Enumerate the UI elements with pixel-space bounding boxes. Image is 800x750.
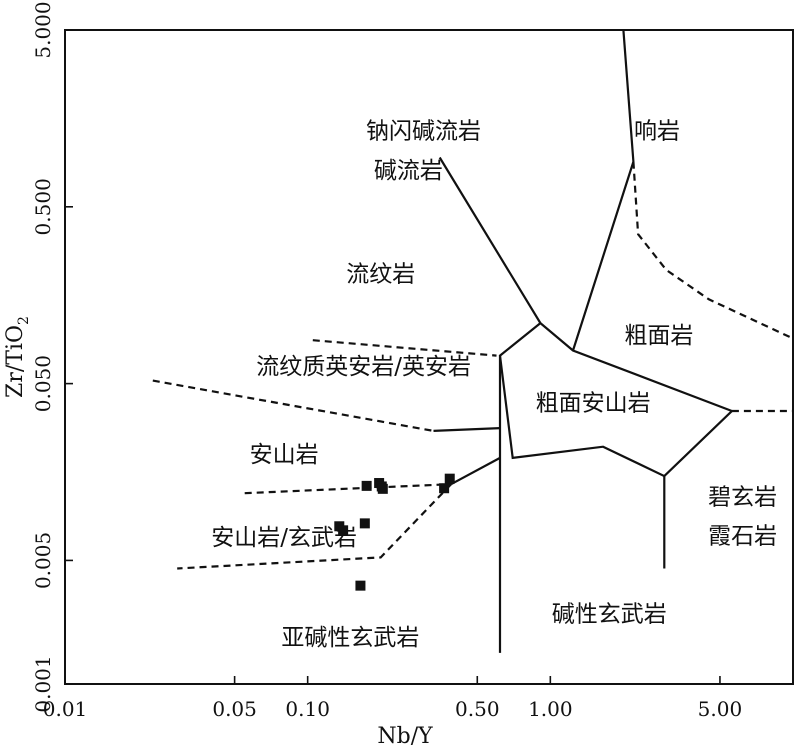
boundary-line-8 bbox=[152, 379, 434, 432]
y-tick-label: 0.500 bbox=[31, 178, 55, 235]
boundary-line-10 bbox=[244, 483, 452, 495]
sample-points bbox=[334, 473, 455, 591]
field-label: 流纹岩 bbox=[346, 261, 415, 287]
field-label: 安山岩/玄武岩 bbox=[211, 525, 357, 551]
field-label: 钠闪碱流岩 bbox=[366, 119, 481, 145]
field-label: 霞石岩 bbox=[708, 524, 777, 550]
x-tick-label: 0.01 bbox=[43, 697, 88, 721]
x-tick-label: 0.05 bbox=[212, 697, 257, 721]
plot-frame bbox=[64, 29, 794, 685]
data-point-6 bbox=[377, 483, 388, 494]
field-label: 碱流岩 bbox=[374, 158, 443, 184]
field-label: 安山岩 bbox=[250, 442, 319, 468]
field-label: 碧玄岩 bbox=[708, 484, 777, 510]
data-point-1 bbox=[338, 525, 349, 536]
field-label: 流纹质英安岩/英安岩 bbox=[256, 354, 471, 380]
boundary-line-5 bbox=[450, 456, 501, 486]
y-tick-label: 0.005 bbox=[31, 532, 55, 589]
y-tick-label: 0.050 bbox=[31, 355, 55, 412]
field-label: 碱性玄武岩 bbox=[552, 602, 667, 628]
x-tick-label: 5.00 bbox=[698, 697, 743, 721]
axis-ticks: 0.01 0.05 0.10 0.50 1.00 5.00 0.001 0.005 0.050 0… bbox=[31, 1, 742, 721]
data-point-8 bbox=[439, 483, 450, 494]
x-tick-label: 1.00 bbox=[528, 697, 573, 721]
field-label: 响岩 bbox=[634, 119, 680, 145]
boundary-line-2 bbox=[571, 29, 635, 351]
boundary-line-6 bbox=[632, 161, 794, 340]
y-tick-label: 0.001 bbox=[31, 655, 55, 712]
data-point-7 bbox=[355, 580, 366, 591]
field-boundaries bbox=[152, 29, 794, 653]
data-point-9 bbox=[444, 473, 455, 484]
boundary-line-11 bbox=[177, 483, 452, 570]
data-point-3 bbox=[361, 480, 372, 491]
y-tick-label: 5.000 bbox=[31, 1, 55, 58]
y-axis-label-subscript: 2 bbox=[16, 316, 32, 325]
x-axis-label: Nb/Y bbox=[377, 724, 433, 749]
y-axis-label: Zr/TiO2 bbox=[3, 316, 32, 398]
boundary-line-9 bbox=[312, 339, 497, 357]
boundary-line-3 bbox=[433, 427, 501, 432]
data-point-2 bbox=[359, 518, 370, 529]
y-axis-label-main: Zr/TiO bbox=[3, 325, 28, 398]
x-tick-label: 0.50 bbox=[455, 697, 500, 721]
field-label: 粗面安山岩 bbox=[536, 391, 651, 417]
x-tick-label: 0.10 bbox=[285, 697, 330, 721]
field-label: 粗面岩 bbox=[624, 323, 693, 349]
field-label: 亚碱性玄武岩 bbox=[281, 625, 419, 651]
